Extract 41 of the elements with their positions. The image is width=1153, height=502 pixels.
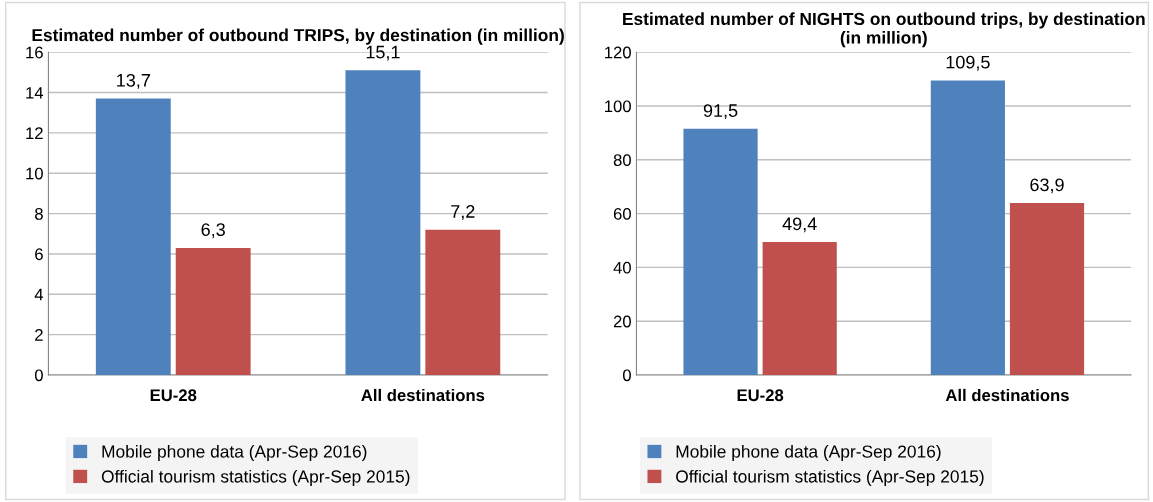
legend-label: Official tourism statistics (Apr-Sep 2015) xyxy=(676,469,984,487)
legend-label: Mobile phone data (Apr-Sep 2016) xyxy=(102,444,367,462)
y-tick-label: 100 xyxy=(605,100,631,113)
data-label: 15,1 xyxy=(366,45,400,61)
legend-label: Mobile phone data (Apr-Sep 2016) xyxy=(676,444,941,462)
x-tick-label: EU-28 xyxy=(737,389,784,402)
y-tick-label: 16 xyxy=(26,46,43,59)
bar xyxy=(1009,203,1085,375)
y-tick-label: 40 xyxy=(613,261,631,274)
bar xyxy=(425,229,501,375)
bar xyxy=(762,242,837,375)
y-tick-label: 12 xyxy=(26,127,43,139)
y-tick-label: 14 xyxy=(26,87,44,99)
y-tick-label: 8 xyxy=(35,208,43,220)
x-tick-label: EU-28 xyxy=(150,389,197,402)
bar xyxy=(930,80,1005,375)
data-label: 63,9 xyxy=(1030,178,1064,194)
data-label: 13,7 xyxy=(117,73,150,89)
data-label: 49,4 xyxy=(782,217,817,233)
bar xyxy=(95,98,171,375)
y-tick-label: 120 xyxy=(605,46,631,59)
data-label: 109,5 xyxy=(946,55,990,71)
data-label: 91,5 xyxy=(703,104,738,120)
y-tick-label: 0 xyxy=(622,369,631,382)
data-label: 6,3 xyxy=(201,223,225,239)
data-label: 7,2 xyxy=(451,205,475,220)
y-tick-label: 6 xyxy=(35,248,43,261)
legend-label: Official tourism statistics (Apr-Sep 2015) xyxy=(101,469,410,487)
x-tick-label: All destinations xyxy=(945,388,1069,402)
x-tick-label: All destinations xyxy=(361,388,485,402)
y-tick-label: 10 xyxy=(26,167,43,180)
y-tick-label: 2 xyxy=(35,329,43,341)
bar xyxy=(345,70,421,375)
y-tick-label: 80 xyxy=(613,154,631,167)
bar xyxy=(683,128,758,375)
y-tick-label: 4 xyxy=(34,288,44,301)
chart-title: Estimated number of outbound TRIPS, by destination (in million) xyxy=(32,28,564,45)
y-tick-label: 60 xyxy=(613,208,631,220)
bar xyxy=(175,247,251,375)
y-tick-label: 20 xyxy=(613,315,631,328)
y-tick-label: 0 xyxy=(34,369,43,382)
